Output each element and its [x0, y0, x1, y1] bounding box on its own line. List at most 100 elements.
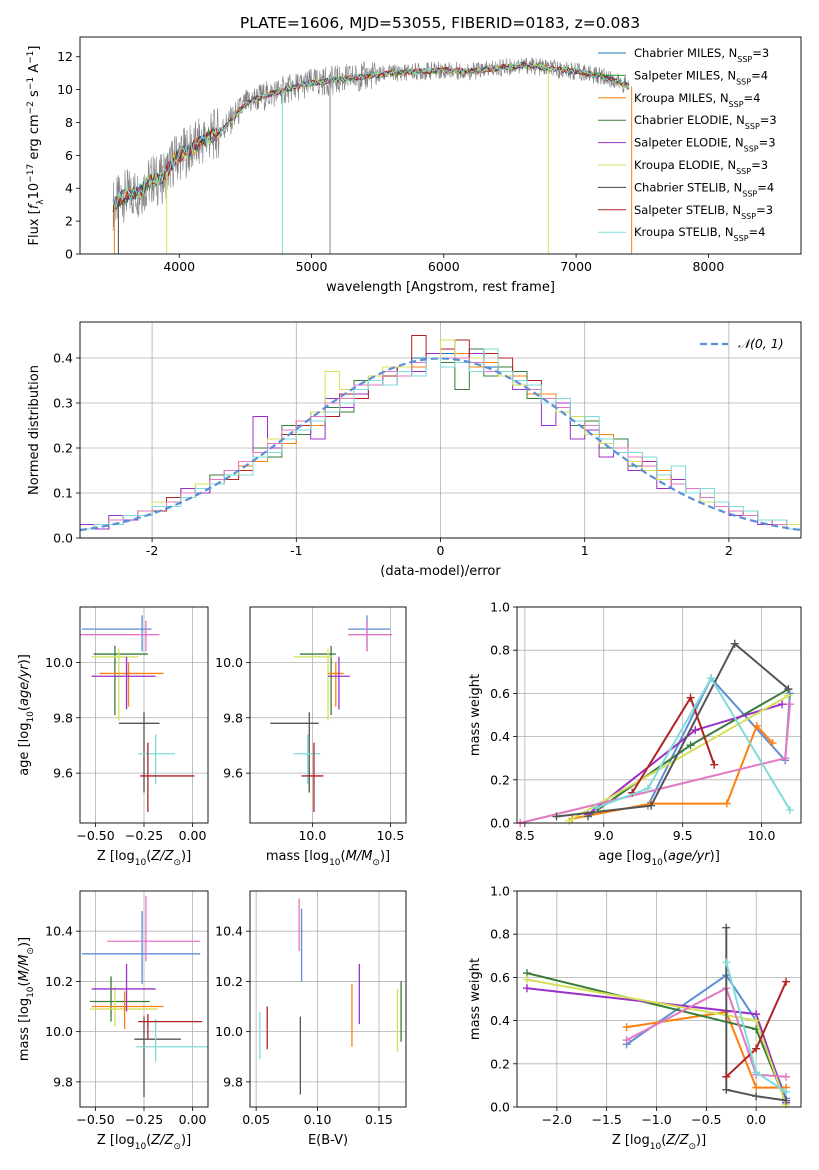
y-tick-label: 10.4 [215, 924, 243, 939]
y-tick-label: 9.6 [223, 766, 243, 781]
label-part: (data-model)/error [380, 564, 501, 579]
label-part: Z/Z [150, 849, 174, 864]
error-bar-point [89, 976, 150, 1022]
x-tick-label: 0.10 [304, 1112, 332, 1127]
weight-series [722, 923, 791, 1105]
y-tick-label: 0.4 [53, 351, 73, 366]
weight-series [516, 700, 794, 827]
label-part: age [log [598, 849, 651, 864]
weight-marker [781, 754, 790, 763]
y-tick-label: 9.8 [223, 1074, 243, 1089]
label-part: 10 [26, 986, 36, 998]
weight-marker [647, 801, 656, 810]
x-tick-label: 10.0 [748, 828, 776, 843]
label-part: 10 [329, 858, 341, 868]
weight-marker [785, 806, 794, 815]
error-bar-point [91, 991, 164, 1030]
mass_weight_vs_Z-frame [516, 890, 802, 1108]
x-tick-label: -1 [290, 543, 302, 558]
weight-marker [584, 810, 592, 819]
error-bar-point [81, 615, 152, 652]
y-tick-label: 12 [57, 49, 73, 64]
label-part: age/yr [668, 849, 711, 864]
legend-label: Salpeter STELIB, NSSP=3 [634, 203, 773, 221]
y-tick-label: 8 [65, 115, 73, 130]
x-tick-label: −0.50 [76, 828, 114, 843]
mass_vs_EBV-frame [249, 890, 407, 1108]
label-part: −1 [26, 51, 36, 64]
weight-marker [522, 975, 531, 984]
legend-subscript: SSP [737, 55, 752, 64]
weight-marker [782, 1096, 791, 1105]
weight-marker [785, 700, 794, 709]
weight-marker [722, 923, 731, 932]
label-part: age [log [17, 723, 32, 776]
legend-nssp: =4 [749, 225, 766, 239]
label-part: Normed distribution [27, 365, 42, 495]
x-tick-label: 0.0 [746, 1112, 766, 1127]
label-part: 10 [651, 858, 663, 868]
mass-vs-ebv-xlabel: E(B-V) [308, 1133, 348, 1148]
weight-series [584, 700, 787, 819]
legend-label: Salpeter ELODIE, NSSP=3 [634, 136, 776, 154]
mass_weight_vs_Z-ticks: −2.0 −1.5 −1.0 −0.5 0.0 0.0 0.2 0.4 0.6 0.8 1.0 [490, 884, 766, 1128]
label-part: Flux [ [27, 209, 42, 245]
weight-marker [784, 685, 793, 694]
error-bar-point [134, 1016, 181, 1097]
label-part: age/yr [17, 663, 32, 706]
x-tick-label: 1 [581, 543, 589, 558]
plot-root: 4000 5000 6000 7000 8000024681012wavelength … [17, 36, 802, 1152]
legend-label: Chabrier ELODIE, NSSP=3 [634, 113, 777, 131]
label-part: ⊙ [372, 858, 380, 868]
label-part: M/M [17, 955, 32, 982]
weight-marker [710, 760, 719, 769]
label-part: ⊙ [688, 1142, 696, 1152]
label-part: )] [181, 849, 191, 864]
label-part: Z/Z [665, 1133, 689, 1148]
mass-vs-z-ylabel: mass [log10(M/M⊙)] [17, 937, 36, 1061]
y-tick-label: 9.6 [53, 766, 73, 781]
weight-marker [686, 693, 695, 702]
x-tick-label: 0.00 [179, 828, 207, 843]
error-bar-point [138, 1014, 203, 1040]
mass_vs_EBV-axes [250, 891, 406, 1107]
weight-vs-age-ylabel: mass weight [468, 674, 483, 756]
weight-marker [782, 1087, 791, 1096]
label-part: )] [380, 849, 390, 864]
spectrum-ticks: 4000 5000 6000 7000 8000 0 2 4 6 8 10 12 [57, 49, 724, 274]
weight-marker [722, 958, 731, 967]
x-tick-label: 6000 [428, 259, 460, 274]
legend-text: Kroupa STELIB, N [634, 225, 734, 239]
legend-label: Kroupa STELIB, NSSP=4 [634, 225, 765, 243]
label-part: )] [181, 1133, 191, 1148]
weight-marker [752, 721, 761, 730]
label-part: 10 [135, 858, 147, 868]
x-tick-label: −1.5 [592, 1112, 622, 1127]
label-part: ( [146, 1133, 151, 1148]
histogram-steps [80, 348, 801, 538]
x-tick-label: −1.0 [641, 1112, 671, 1127]
label-part: mass weight [468, 674, 483, 756]
label-part: ( [341, 849, 346, 864]
weight-series [552, 639, 793, 821]
weight-vs-z-xlabel: Z [log10(Z/Z⊙)] [612, 1133, 706, 1152]
y-tick-label: 0.4 [490, 729, 510, 744]
age_vs_Z-frame [79, 606, 209, 824]
label-part: ( [146, 849, 151, 864]
y-tick-label: 0.1 [53, 486, 73, 501]
error-bar-point [293, 648, 333, 721]
error-bar-point [91, 963, 156, 1012]
weight-marker [686, 741, 695, 750]
label-part: ( [661, 1133, 666, 1148]
figure-title: PLATE=1606, MJD=53055, FIBERID=0183, z=0… [240, 14, 640, 32]
x-tick-label: 8000 [692, 259, 724, 274]
legend-nssp: =4 [757, 180, 774, 194]
weight-marker [752, 1083, 761, 1092]
y-tick-label: 0.0 [53, 531, 73, 546]
model-line [112, 62, 630, 208]
legend-nssp: =3 [759, 136, 776, 150]
label-part: A [27, 64, 42, 77]
legend-nssp: =4 [751, 68, 768, 82]
legend-nssp: =4 [744, 91, 761, 105]
legend-text: Salpeter ELODIE, N [634, 136, 744, 150]
